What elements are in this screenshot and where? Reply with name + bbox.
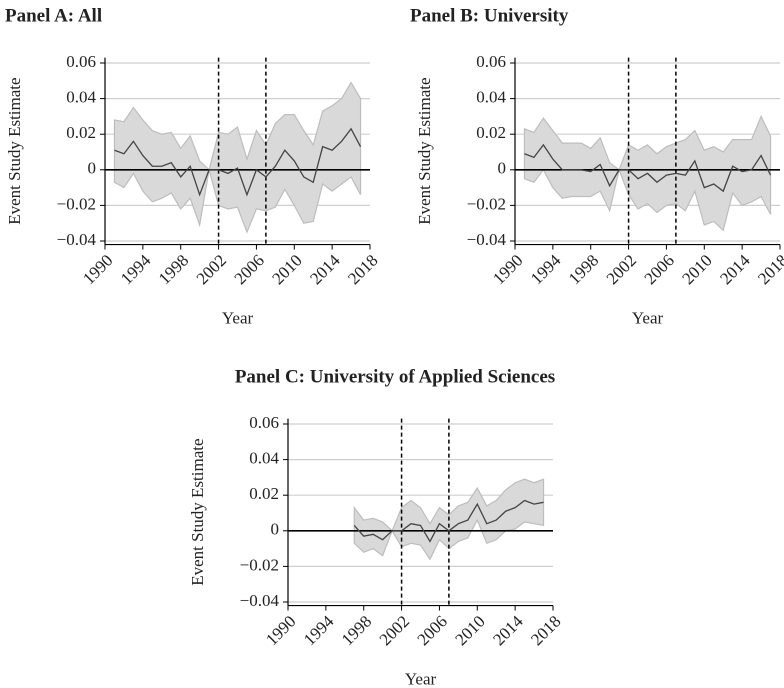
y-tick-label: −0.04: [467, 230, 507, 249]
estimate-line: [114, 127, 362, 197]
x-tick-label: 2006: [231, 251, 268, 288]
y-tick-label: 0.04: [66, 88, 96, 107]
x-tick-label: 1994: [117, 250, 155, 288]
x-tick-label: 1998: [565, 251, 602, 288]
x-tick-label: 2018: [344, 251, 381, 288]
x-tick-label: 2014: [489, 611, 527, 649]
y-tick-label: 0.06: [66, 52, 96, 71]
panel-title: Panel A: All: [5, 5, 102, 26]
x-tick-label: 1990: [79, 251, 116, 288]
y-tick-label: 0: [88, 159, 97, 178]
confidence-band: [113, 81, 362, 234]
x-axis-title: Year: [222, 308, 254, 327]
x-tick-label: 2018: [754, 251, 784, 288]
y-tick-label: −0.02: [240, 555, 279, 574]
y-axis-title: Event Study Estimate: [5, 77, 24, 224]
x-tick-label: 2002: [376, 612, 413, 649]
y-tick-label: −0.02: [467, 194, 506, 213]
x-tick-label: 2018: [527, 612, 564, 649]
x-tick-label: 2006: [641, 251, 678, 288]
x-axis-title: Year: [632, 308, 664, 327]
y-tick-label: 0.02: [476, 123, 506, 142]
x-axis-title: Year: [405, 669, 437, 688]
x-tick-label: 1994: [300, 611, 338, 649]
y-tick-label: 0.02: [66, 123, 96, 142]
panel-title: Panel C: University of Applied Sciences: [235, 366, 555, 387]
y-tick-label: 0.06: [249, 413, 279, 432]
y-tick-label: 0.02: [249, 484, 279, 503]
x-tick-label: 2010: [451, 612, 488, 649]
panel-title: Panel B: University: [410, 5, 569, 26]
x-tick-label: 1994: [527, 250, 565, 288]
x-tick-label: 2014: [306, 250, 344, 288]
estimate-line: [524, 143, 772, 193]
x-tick-label: 1998: [155, 251, 192, 288]
y-tick-label: 0.04: [476, 88, 506, 107]
x-tick-label: 2002: [193, 251, 230, 288]
estimate-line: [353, 499, 544, 543]
y-tick-label: 0.04: [249, 449, 279, 468]
x-tick-label: 2006: [414, 612, 451, 649]
y-tick-label: −0.04: [57, 230, 97, 249]
y-tick-label: 0: [271, 520, 280, 539]
y-tick-label: 0: [498, 159, 507, 178]
x-tick-label: 1998: [338, 612, 375, 649]
y-tick-label: −0.02: [57, 194, 96, 213]
x-tick-label: 1990: [489, 251, 526, 288]
x-tick-label: 2014: [716, 250, 754, 288]
y-axis-title: Event Study Estimate: [188, 438, 207, 585]
x-tick-label: 2010: [268, 251, 305, 288]
y-axis-title: Event Study Estimate: [415, 77, 434, 224]
y-tick-label: −0.04: [240, 591, 280, 610]
x-tick-label: 2010: [678, 251, 715, 288]
y-tick-label: 0.06: [476, 52, 506, 71]
x-tick-label: 2002: [603, 251, 640, 288]
x-tick-label: 1990: [262, 612, 299, 649]
